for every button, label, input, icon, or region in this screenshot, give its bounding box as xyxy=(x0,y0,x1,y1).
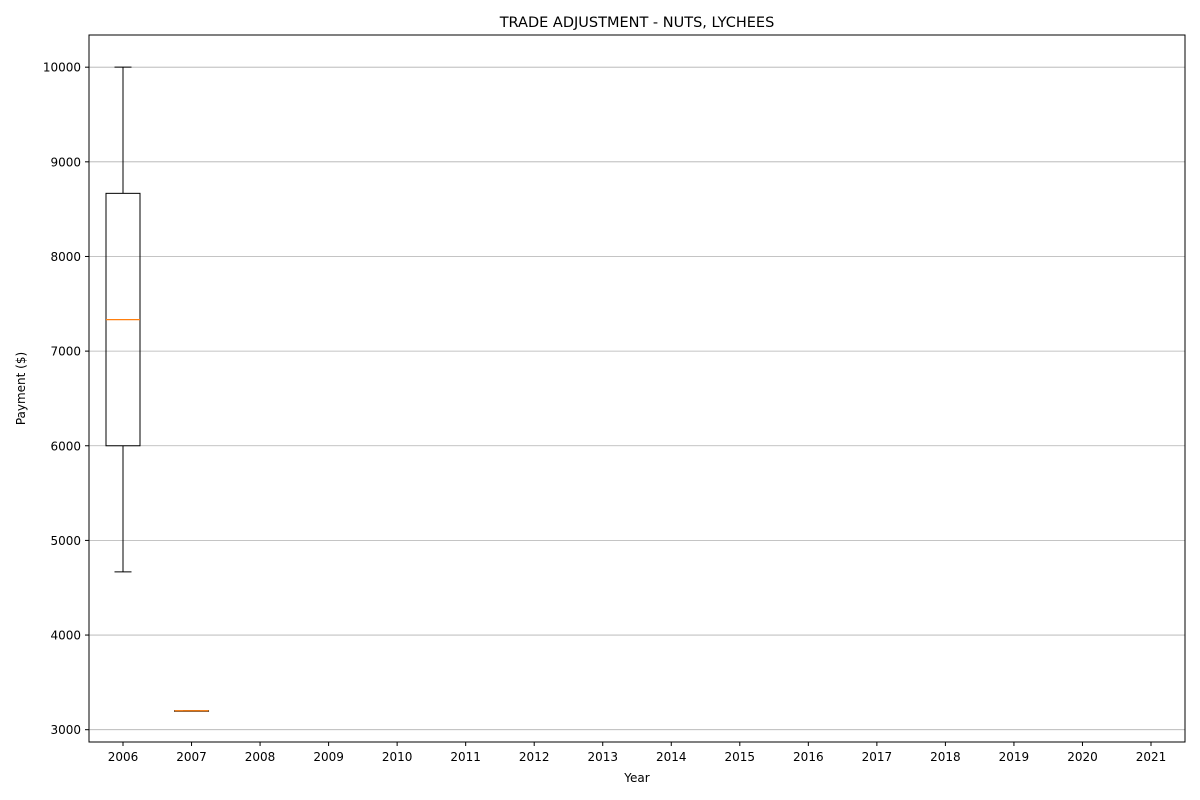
x-axis: 2006 2007 2008 2009 2010 2011 2012 2013 2014 2015… xyxy=(108,742,1167,764)
x-tick-label: 2009 xyxy=(313,750,344,764)
box-layer xyxy=(105,66,210,712)
x-tick-label: 2014 xyxy=(656,750,687,764)
x-tick-label: 2015 xyxy=(725,750,756,764)
x-tick-label: 2021 xyxy=(1136,750,1167,764)
plot-frame xyxy=(88,34,1186,743)
box-2007 xyxy=(174,710,210,712)
y-axis: 3000 4000 5000 6000 7000 8000 9000 10000 xyxy=(43,61,89,737)
x-tick-label: 2017 xyxy=(862,750,893,764)
x-tick-label: 2016 xyxy=(793,750,824,764)
grid-layer xyxy=(89,66,1185,731)
y-tick-label: 7000 xyxy=(50,345,81,359)
x-tick-label: 2012 xyxy=(519,750,550,764)
x-tick-label: 2013 xyxy=(587,750,618,764)
y-tick-label: 10000 xyxy=(43,61,81,75)
x-tick-label: 2006 xyxy=(108,750,139,764)
x-tick-label: 2018 xyxy=(930,750,961,764)
x-tick-label: 2020 xyxy=(1067,750,1098,764)
y-tick-label: 3000 xyxy=(50,723,81,737)
x-tick-label: 2008 xyxy=(245,750,276,764)
y-tick-label: 4000 xyxy=(50,629,81,643)
x-tick-label: 2011 xyxy=(450,750,481,764)
x-tick-label: 2010 xyxy=(382,750,413,764)
y-tick-label: 6000 xyxy=(50,439,81,453)
chart-title: TRADE ADJUSTMENT - NUTS, LYCHEES xyxy=(499,15,775,31)
x-axis-label: Year xyxy=(623,771,649,785)
y-axis-label: Payment ($) xyxy=(14,352,28,425)
y-tick-label: 8000 xyxy=(50,250,81,264)
box-2006 xyxy=(105,66,141,573)
x-tick-label: 2007 xyxy=(176,750,207,764)
y-tick-label: 9000 xyxy=(50,155,81,169)
x-tick-label: 2019 xyxy=(999,750,1030,764)
y-tick-label: 5000 xyxy=(50,534,81,548)
